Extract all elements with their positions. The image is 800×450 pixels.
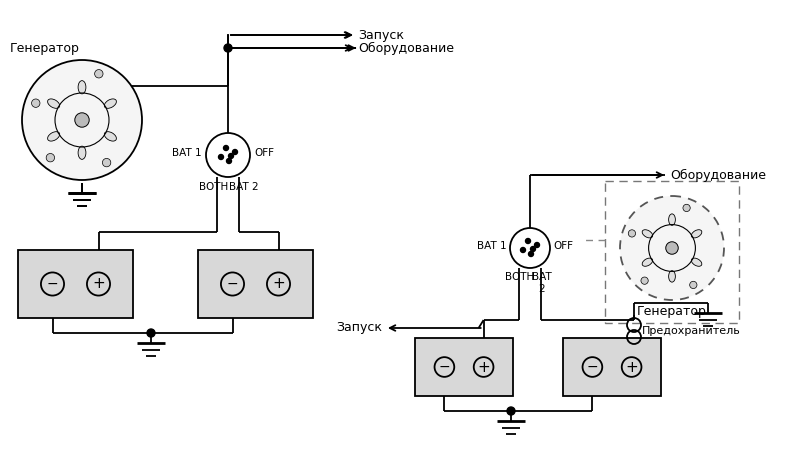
- Circle shape: [218, 154, 223, 159]
- Text: Оборудование: Оборудование: [670, 168, 766, 181]
- Bar: [198, 250, 313, 318]
- Ellipse shape: [47, 99, 60, 108]
- Circle shape: [75, 113, 90, 127]
- Ellipse shape: [78, 81, 86, 94]
- Circle shape: [683, 204, 690, 212]
- Text: Запуск: Запуск: [336, 321, 382, 334]
- Circle shape: [507, 407, 515, 415]
- Circle shape: [206, 133, 250, 177]
- Text: BAT 2: BAT 2: [229, 182, 259, 192]
- Text: BOTH: BOTH: [199, 182, 229, 192]
- Circle shape: [510, 228, 550, 268]
- Ellipse shape: [642, 258, 653, 266]
- Text: +: +: [92, 276, 105, 292]
- Circle shape: [233, 149, 238, 154]
- Text: BAT 1: BAT 1: [172, 148, 202, 158]
- Circle shape: [223, 145, 229, 150]
- Circle shape: [534, 243, 539, 248]
- Bar: [563, 338, 661, 396]
- Ellipse shape: [642, 230, 653, 238]
- Text: +: +: [626, 360, 638, 374]
- Text: Оборудование: Оборудование: [358, 41, 454, 54]
- Circle shape: [94, 70, 103, 78]
- Bar: [605, 181, 739, 323]
- Circle shape: [224, 44, 232, 52]
- Text: Предохранитель: Предохранитель: [642, 326, 741, 336]
- Ellipse shape: [47, 132, 60, 141]
- Circle shape: [529, 252, 534, 256]
- Ellipse shape: [691, 258, 702, 266]
- Ellipse shape: [691, 230, 702, 238]
- Circle shape: [46, 153, 54, 162]
- Ellipse shape: [78, 146, 86, 159]
- Text: −: −: [586, 360, 598, 374]
- Text: Генератор: Генератор: [637, 305, 707, 318]
- Circle shape: [641, 277, 648, 284]
- Circle shape: [628, 230, 635, 237]
- Text: BOTH: BOTH: [506, 272, 534, 282]
- Circle shape: [226, 158, 231, 163]
- Text: Генератор: Генератор: [10, 42, 80, 55]
- Circle shape: [666, 242, 678, 254]
- Ellipse shape: [669, 214, 675, 225]
- Ellipse shape: [104, 132, 117, 141]
- Text: BAT
2: BAT 2: [532, 272, 552, 293]
- Circle shape: [690, 281, 697, 288]
- Text: Запуск: Запуск: [358, 28, 404, 41]
- Text: OFF: OFF: [553, 241, 573, 251]
- Bar: [18, 250, 133, 318]
- Ellipse shape: [104, 99, 117, 108]
- Text: BAT 1: BAT 1: [478, 241, 507, 251]
- Circle shape: [22, 60, 142, 180]
- Text: −: −: [46, 277, 58, 291]
- Circle shape: [530, 247, 535, 252]
- Text: +: +: [272, 276, 285, 292]
- Circle shape: [229, 153, 234, 158]
- Circle shape: [31, 99, 40, 108]
- Text: OFF: OFF: [254, 148, 274, 158]
- Circle shape: [147, 329, 155, 337]
- Circle shape: [620, 196, 724, 300]
- Circle shape: [526, 238, 530, 243]
- Text: −: −: [438, 360, 450, 374]
- Circle shape: [521, 248, 526, 252]
- Circle shape: [102, 158, 110, 167]
- Ellipse shape: [669, 270, 675, 282]
- Text: −: −: [226, 277, 238, 291]
- Text: +: +: [478, 360, 490, 374]
- Bar: [415, 338, 513, 396]
